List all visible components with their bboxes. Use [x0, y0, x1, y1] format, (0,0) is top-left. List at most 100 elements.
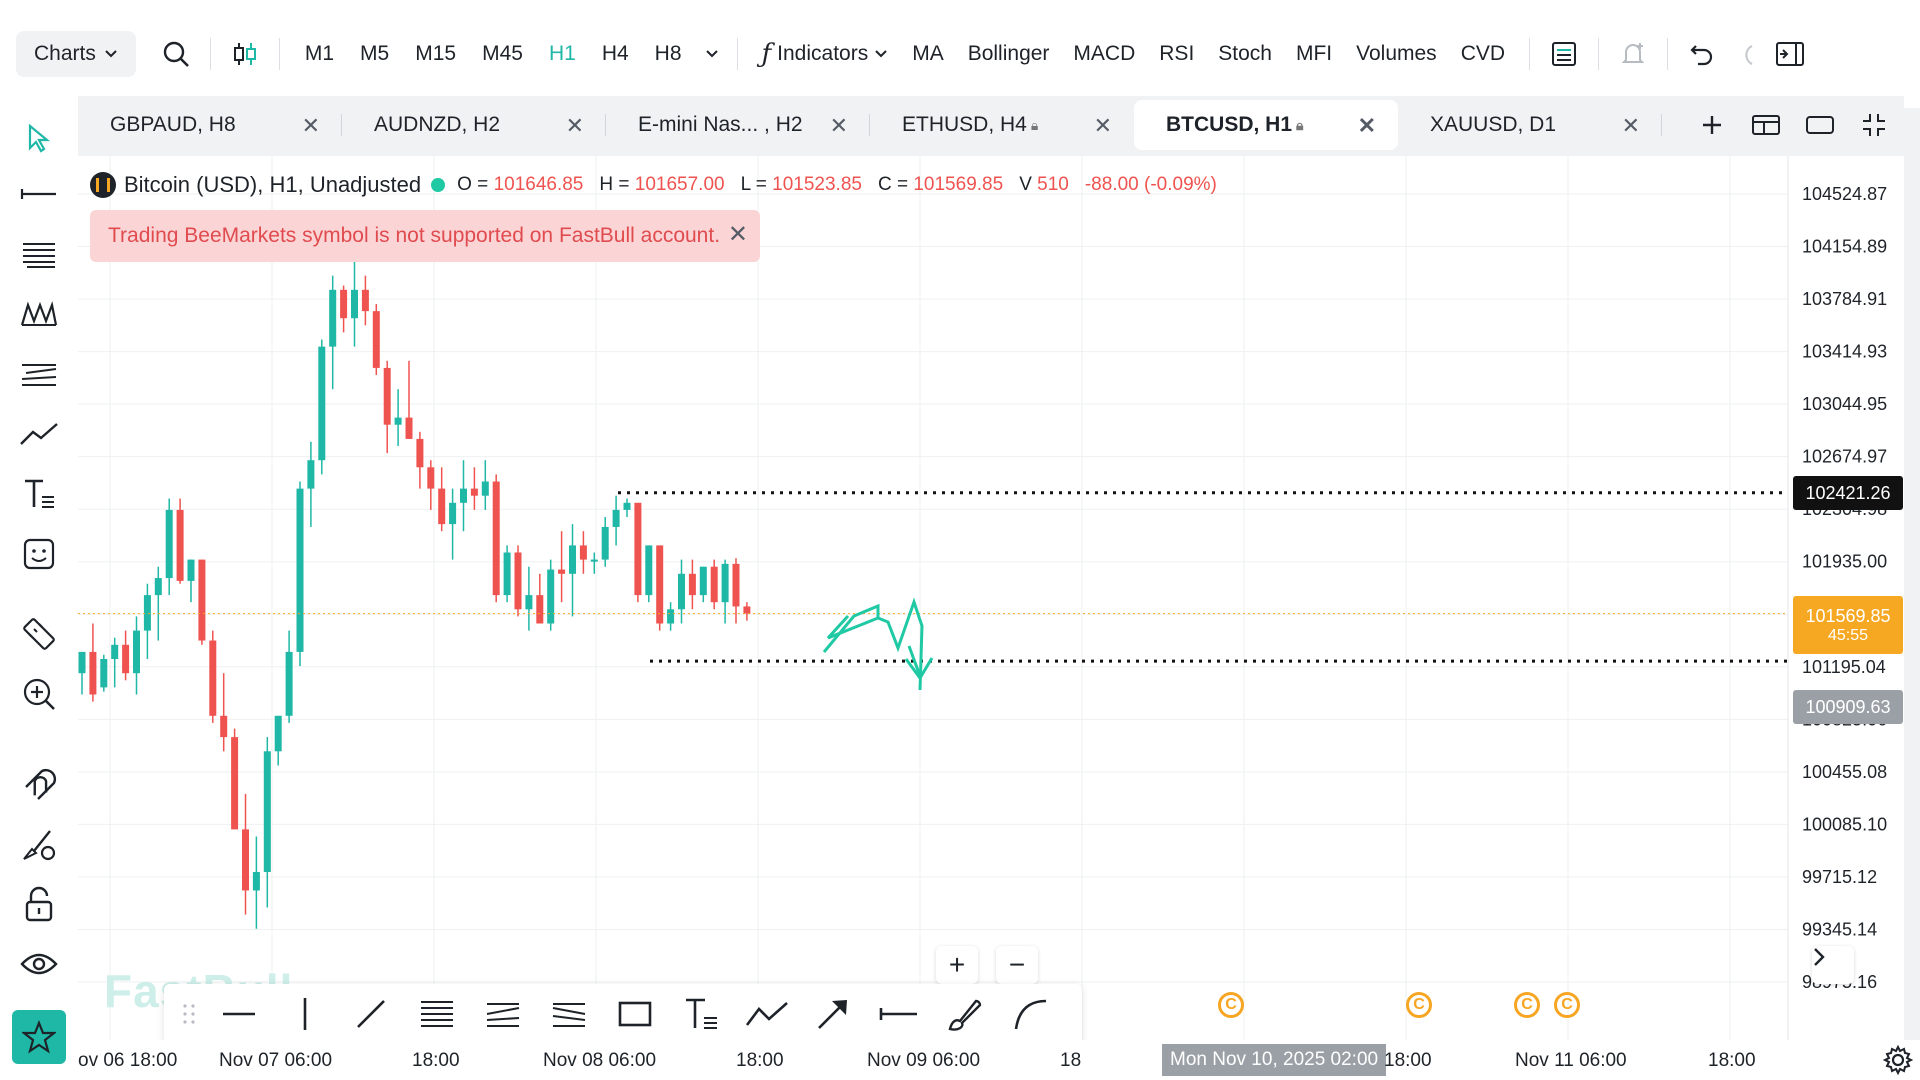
indicator-cvd[interactable]: CVD	[1460, 42, 1506, 65]
economic-event-icon[interactable]: C	[1554, 992, 1580, 1018]
toolbar-divider	[1529, 38, 1531, 70]
scroll-right-button[interactable]	[1812, 946, 1854, 984]
economic-event-icon[interactable]: C	[1514, 992, 1540, 1018]
zoom-in-button[interactable]: +	[936, 946, 978, 984]
rectangle-draw-icon[interactable]	[608, 989, 662, 1039]
tab-emini-nasdaq[interactable]: E-mini Nas... , H2 ✕	[606, 100, 870, 150]
candle-body	[198, 559, 206, 641]
indicator-bollinger[interactable]: Bollinger	[967, 42, 1050, 65]
timeframe-h4[interactable]: H4	[601, 42, 629, 65]
price-axis-tick-label: 100085.10	[1802, 814, 1887, 834]
search-icon[interactable]	[154, 32, 198, 76]
timeframe-h8[interactable]: H8	[654, 42, 682, 65]
timeframe-more-chevron-icon[interactable]	[705, 49, 719, 59]
candle-body	[525, 595, 533, 610]
horizontal-line-draw-icon[interactable]	[212, 989, 266, 1039]
candle-body	[710, 566, 718, 603]
legend-close: C = 101569.85	[878, 174, 1003, 196]
window-icon[interactable]	[1798, 103, 1842, 147]
magnet-icon[interactable]	[15, 760, 63, 808]
cursor-arrow-icon[interactable]	[15, 114, 63, 162]
emoji-sticker-icon[interactable]	[15, 530, 63, 578]
economic-event-icon[interactable]: C	[1218, 992, 1244, 1018]
indicator-macd[interactable]: MACD	[1073, 42, 1136, 65]
candlestick-type-icon[interactable]	[223, 32, 267, 76]
indicators-button[interactable]: ƒ Indicators	[750, 39, 901, 69]
candle-body	[296, 488, 304, 652]
unlock-icon[interactable]	[15, 880, 63, 928]
text-draw-icon[interactable]	[674, 989, 728, 1039]
split-layout-icon[interactable]	[1744, 103, 1788, 147]
candlestick-chart-svg[interactable]: 104524.87 104154.89 103784.91 103414.93 1030…	[78, 156, 1904, 1040]
text-tool-icon[interactable]	[15, 470, 63, 518]
arc-draw-icon[interactable]	[1004, 989, 1058, 1039]
price-axis-tick-label: 103784.91	[1802, 289, 1887, 309]
close-icon[interactable]: ✕	[1621, 113, 1640, 138]
polyline-draw-icon[interactable]	[740, 989, 794, 1039]
collapse-panel-icon[interactable]	[1768, 32, 1812, 76]
arrow-draw-icon[interactable]	[806, 989, 860, 1039]
indicator-stoch[interactable]: Stoch	[1218, 42, 1272, 65]
layout-template-icon[interactable]	[1542, 32, 1586, 76]
economic-event-icon[interactable]: C	[1406, 992, 1432, 1018]
channel-tool-icon[interactable]	[15, 350, 63, 398]
lock-icon: 🔒︎	[1296, 116, 1304, 133]
timeframe-m1[interactable]: M1	[304, 42, 335, 65]
timeframe-m45[interactable]: M45	[482, 42, 523, 65]
timeframe-m15[interactable]: M15	[415, 42, 457, 65]
lock-icon: 🔒︎	[1030, 116, 1039, 133]
redo-icon[interactable]	[1724, 32, 1768, 76]
pitchfork-draw-icon[interactable]	[542, 989, 596, 1039]
close-icon[interactable]: ✕	[1357, 113, 1376, 138]
timeframe-h1[interactable]: H1	[548, 42, 576, 65]
candle-body	[601, 526, 609, 560]
close-icon[interactable]: ✕	[301, 113, 320, 138]
zoom-out-button[interactable]: −	[996, 946, 1038, 984]
ruler-measure-icon[interactable]	[15, 610, 63, 658]
vertical-line-draw-icon[interactable]	[278, 989, 332, 1039]
price-chart[interactable]: 104524.87 104154.89 103784.91 103414.93 1030…	[78, 156, 1904, 1040]
indicator-ma[interactable]: MA	[912, 42, 944, 65]
timeframe-m5[interactable]: M5	[360, 42, 390, 65]
close-icon[interactable]: ✕	[829, 113, 848, 138]
brush-settings-icon[interactable]	[15, 820, 63, 868]
fullscreen-icon[interactable]	[1852, 103, 1896, 147]
tab-xauusd[interactable]: XAUUSD, D1 ✕	[1398, 100, 1662, 150]
candle-body	[329, 289, 337, 347]
parallel-channel-draw-icon[interactable]	[476, 989, 530, 1039]
toolbar-divider	[1598, 38, 1600, 70]
indicator-mfi[interactable]: MFI	[1295, 42, 1333, 65]
charts-menu-button[interactable]: Charts	[16, 31, 136, 77]
tab-audnzd[interactable]: AUDNZD, H2 ✕	[342, 100, 606, 150]
trend-line-tool-icon[interactable]	[15, 410, 63, 458]
close-icon[interactable]: ✕	[727, 221, 749, 248]
drag-handle-icon[interactable]	[178, 989, 200, 1039]
candle-body	[732, 563, 740, 607]
alert-bell-icon[interactable]	[1611, 32, 1655, 76]
trend-line-draw-icon[interactable]	[344, 989, 398, 1039]
fibonacci-draw-icon[interactable]	[410, 989, 464, 1039]
indicator-rsi[interactable]: RSI	[1159, 42, 1195, 65]
tab-ethusd[interactable]: ETHUSD, H4 🔒︎ ✕	[870, 100, 1134, 150]
indicators-label: Indicators	[777, 42, 869, 65]
close-icon[interactable]: ✕	[565, 113, 584, 138]
tab-btcusd[interactable]: BTCUSD, H1 🔒︎ ✕	[1134, 100, 1398, 150]
close-icon[interactable]: ✕	[1093, 113, 1112, 138]
horizontal-line-tool-icon[interactable]	[15, 170, 63, 218]
gear-icon[interactable]	[1882, 1044, 1914, 1076]
eye-visibility-icon[interactable]	[15, 940, 63, 988]
candle-body	[78, 651, 86, 674]
pattern-tool-icon[interactable]	[15, 290, 63, 338]
fibonacci-tool-icon[interactable]	[15, 230, 63, 278]
time-axis[interactable]: ov 06 18:00 Nov 07 06:00 18:00 Nov 08 06…	[78, 1040, 1920, 1080]
zoom-in-icon[interactable]	[15, 670, 63, 718]
timeframe-list: M1 M5 M15 M45 H1 H4 H8	[292, 42, 719, 66]
brush-draw-icon[interactable]	[938, 989, 992, 1039]
legend-low-label: L =	[740, 174, 767, 195]
add-tab-icon[interactable]	[1690, 103, 1734, 147]
indicator-volumes[interactable]: Volumes	[1356, 42, 1437, 65]
undo-icon[interactable]	[1680, 32, 1724, 76]
favorites-star-button[interactable]	[12, 1010, 66, 1064]
tab-gbpaud[interactable]: GBPAUD, H8 ✕	[78, 100, 342, 150]
horizontal-ray-draw-icon[interactable]	[872, 989, 926, 1039]
